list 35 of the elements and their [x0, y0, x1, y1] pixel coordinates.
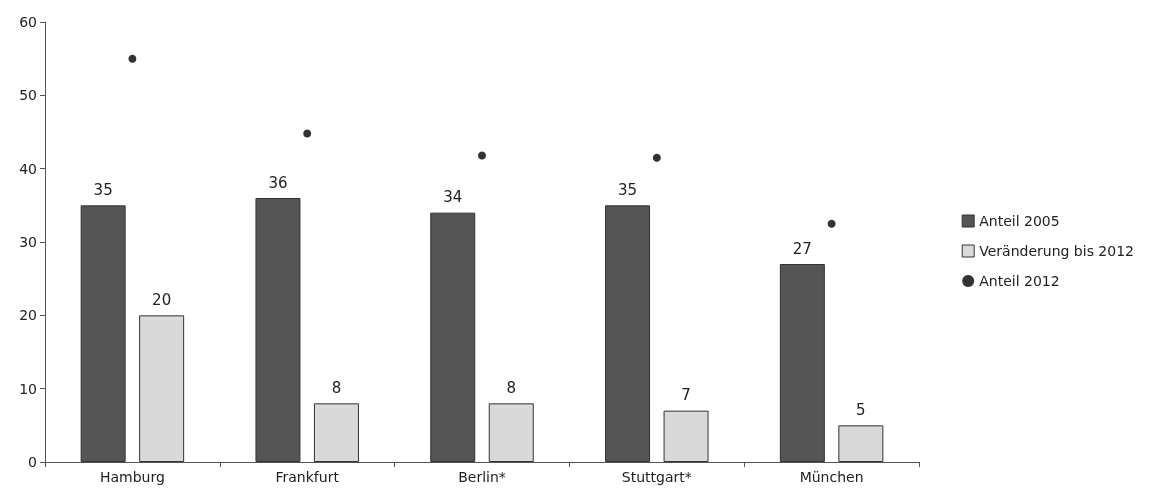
- legend-label: Veränderung bis 2012: [979, 243, 1135, 259]
- x-tick-label: München: [799, 469, 864, 485]
- point: [652, 153, 661, 162]
- bar: [139, 315, 185, 462]
- y-tick-label: 10: [19, 380, 37, 397]
- y-tick-label: 60: [19, 14, 37, 30]
- legend-label: Anteil 2005: [979, 213, 1060, 229]
- data-label: 27: [792, 239, 812, 258]
- bar: [488, 403, 534, 462]
- data-label: 8: [506, 378, 517, 397]
- y-tick-label: 40: [19, 160, 37, 177]
- x-tick-label: Hamburg: [99, 469, 165, 485]
- y-tick-label: 0: [28, 454, 37, 470]
- data-label: 7: [681, 386, 691, 405]
- data-label: 36: [268, 173, 288, 192]
- data-label: 34: [443, 188, 463, 207]
- point: [303, 129, 312, 138]
- bar: [838, 425, 884, 462]
- point: [478, 151, 486, 160]
- data-label: 35: [618, 180, 638, 199]
- x-tick-label: Berlin*: [458, 469, 506, 485]
- y-tick-label: 50: [19, 87, 37, 104]
- legend-label: Anteil 2012: [979, 273, 1060, 289]
- data-label: 8: [331, 378, 342, 397]
- data-label: 35: [93, 180, 113, 199]
- point: [128, 54, 137, 63]
- x-tick-label: Stuttgart*: [621, 469, 692, 485]
- data-label: 5: [856, 400, 866, 419]
- x-tick-label: Frankfurt: [275, 469, 340, 485]
- data-label: 20: [152, 290, 172, 309]
- y-tick-label: 30: [19, 234, 37, 250]
- point: [827, 219, 836, 228]
- bar: [663, 410, 709, 462]
- bar: [313, 403, 359, 462]
- y-tick-label: 20: [19, 307, 37, 324]
